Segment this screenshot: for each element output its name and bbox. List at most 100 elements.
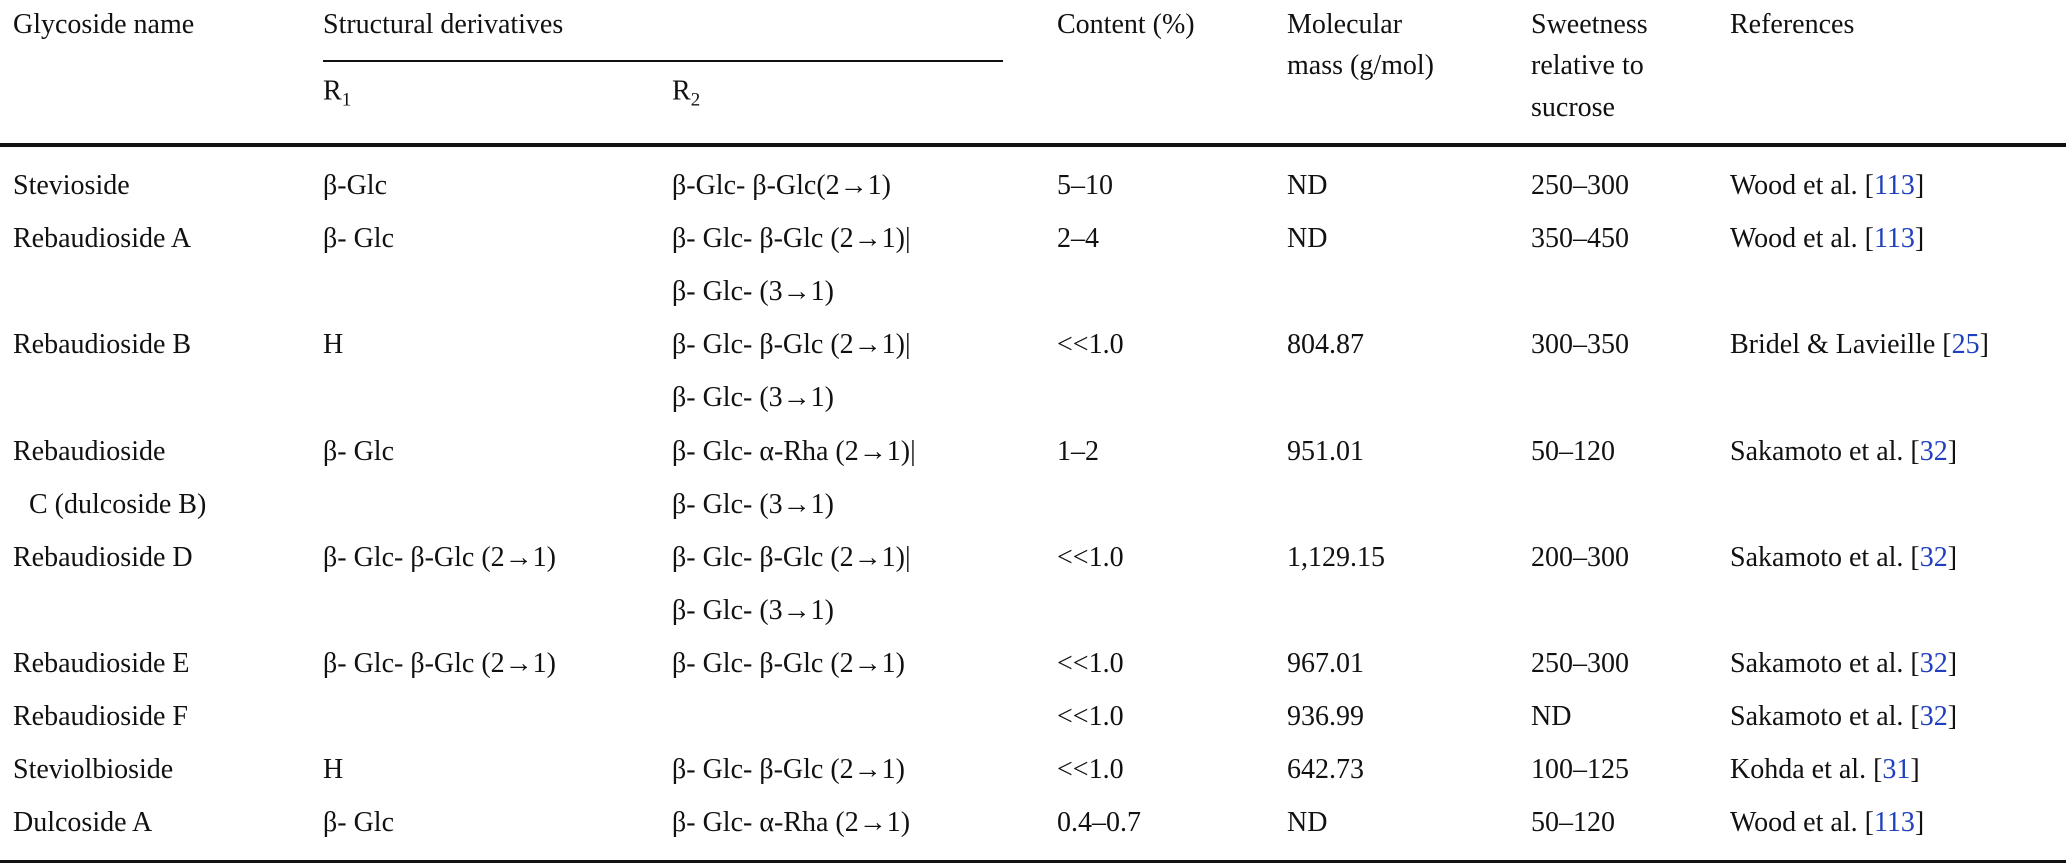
cell-r1: β- Glc [323, 807, 394, 839]
cell-mass: ND [1287, 807, 1328, 839]
cell-r1: β- Glc- β-Glc (2→1) [323, 541, 556, 573]
reference-text: ] [1914, 170, 1925, 201]
cell-r2: β- Glc- (3→1) [672, 594, 834, 626]
reference-text: Bridel & Lavieille [ [1730, 329, 1952, 361]
reference-text: Wood et al. [ [1730, 807, 1874, 839]
cell-content: 2–4 [1057, 223, 1099, 255]
header-group-rule [323, 60, 1003, 62]
cell-r2: β- Glc- β-Glc (2→1) [672, 754, 905, 786]
citation-link[interactable]: 113 [1873, 223, 1915, 255]
cell-sweetness: 50–120 [1531, 807, 1615, 839]
cell-r2: β- Glc- (3→1) [672, 382, 834, 414]
cell-r1: β- Glc [323, 435, 394, 467]
cell-name: Rebaudioside A [13, 223, 192, 255]
header-r1: R1 [323, 75, 351, 118]
cell-r1: H [323, 754, 344, 786]
cell-r2: β- Glc- (3→1) [672, 488, 834, 520]
reference-text: Sakamoto et al. [ [1730, 701, 1920, 732]
cell-name: Rebaudioside E [13, 647, 190, 679]
reference-text: ] [1979, 329, 1989, 361]
cell-mass: ND [1287, 223, 1328, 255]
cell-mass: 967.01 [1287, 647, 1364, 679]
cell-sweetness: ND [1531, 701, 1572, 732]
cell-reference: Sakamoto et al. [32] [1730, 700, 1957, 734]
header-mass: Molecular [1287, 9, 1403, 40]
cell-r2: β-Glc- β-Glc(2→1) [672, 170, 891, 201]
cell-name: Steviolbioside [13, 754, 174, 786]
citation-link[interactable]: 25 [1951, 329, 1980, 361]
header-symbol: R [672, 75, 691, 107]
header-sweetness: sucrose [1531, 92, 1615, 123]
cell-mass: 1,129.15 [1287, 541, 1385, 573]
cell-r1: β- Glc [323, 223, 394, 255]
header-content: Content (%) [1057, 9, 1195, 40]
cell-content: <<1.0 [1057, 754, 1124, 786]
cell-content: 5–10 [1057, 170, 1113, 201]
cell-r2: β- Glc- β-Glc (2→1) [672, 647, 905, 679]
bottom-rule [0, 860, 2066, 863]
reference-text: ] [1947, 435, 1958, 467]
cell-content: <<1.0 [1057, 701, 1124, 732]
header-symbol: R [323, 75, 342, 107]
cell-sweetness: 350–450 [1531, 223, 1629, 255]
citation-link[interactable]: 32 [1919, 435, 1948, 467]
citation-link[interactable]: 113 [1873, 170, 1915, 201]
cell-name: Dulcoside A [13, 807, 153, 839]
reference-text: Kohda et al. [ [1730, 754, 1883, 786]
cell-r2: β- Glc- β-Glc (2→1)| [672, 223, 911, 255]
cell-sweetness: 300–350 [1531, 329, 1629, 361]
cell-content: <<1.0 [1057, 647, 1124, 679]
reference-text: Sakamoto et al. [ [1730, 647, 1920, 679]
header-reference: References [1730, 9, 1855, 40]
header-structural: Structural derivatives [323, 9, 564, 40]
citation-link[interactable]: 32 [1919, 647, 1948, 679]
cell-r2: β- Glc- β-Glc (2→1)| [672, 541, 911, 573]
header-mass: mass (g/mol) [1287, 50, 1434, 81]
reference-text: ] [1910, 754, 1920, 786]
cell-mass: 804.87 [1287, 329, 1364, 361]
cell-mass: 642.73 [1287, 754, 1364, 786]
header-r2: R2 [672, 75, 700, 118]
cell-content: <<1.0 [1057, 541, 1124, 573]
cell-r1: β- Glc- β-Glc (2→1) [323, 647, 556, 679]
cell-name: Stevioside [13, 170, 130, 201]
cell-r2: β- Glc- α-Rha (2→1) [672, 807, 911, 839]
reference-text: ] [1947, 541, 1958, 573]
cell-sweetness: 50–120 [1531, 435, 1615, 467]
cell-name: Rebaudioside [13, 435, 166, 467]
citation-link[interactable]: 31 [1882, 754, 1911, 786]
citation-link[interactable]: 32 [1919, 541, 1948, 573]
cell-reference: Kohda et al. [31] [1730, 753, 1920, 787]
cell-content: 0.4–0.7 [1057, 807, 1141, 839]
reference-text: Sakamoto et al. [ [1730, 435, 1920, 467]
cell-r1: H [323, 329, 344, 361]
cell-reference: Bridel & Lavieille [25] [1730, 328, 1989, 362]
cell-mass: ND [1287, 170, 1328, 201]
cell-r2: β- Glc- α-Rha (2→1)| [672, 435, 916, 467]
header-subscript: 1 [341, 89, 352, 111]
cell-sweetness: 250–300 [1531, 647, 1629, 679]
header-name: Glycoside name [13, 9, 195, 40]
cell-reference: Wood et al. [113] [1730, 169, 1924, 203]
reference-text: Wood et al. [ [1730, 223, 1874, 255]
header-sweetness: relative to [1531, 50, 1644, 81]
header-rule [0, 143, 2066, 147]
citation-link[interactable]: 113 [1873, 807, 1915, 839]
reference-text: ] [1914, 223, 1925, 255]
cell-name: Rebaudioside B [13, 329, 192, 361]
header-sweetness: Sweetness [1531, 9, 1648, 40]
cell-sweetness: 200–300 [1531, 541, 1629, 573]
reference-text: Wood et al. [ [1730, 170, 1874, 201]
citation-link[interactable]: 32 [1919, 701, 1948, 732]
cell-sweetness: 250–300 [1531, 170, 1629, 201]
cell-reference: Wood et al. [113] [1730, 222, 1924, 256]
cell-sweetness: 100–125 [1531, 754, 1629, 786]
cell-reference: Wood et al. [113] [1730, 806, 1924, 840]
cell-reference: Sakamoto et al. [32] [1730, 541, 1957, 575]
cell-reference: Sakamoto et al. [32] [1730, 647, 1957, 681]
reference-text: ] [1947, 701, 1958, 732]
cell-mass: 936.99 [1287, 701, 1364, 732]
cell-r1: β-Glc [323, 170, 387, 201]
cell-r2: β- Glc- (3→1) [672, 276, 834, 308]
